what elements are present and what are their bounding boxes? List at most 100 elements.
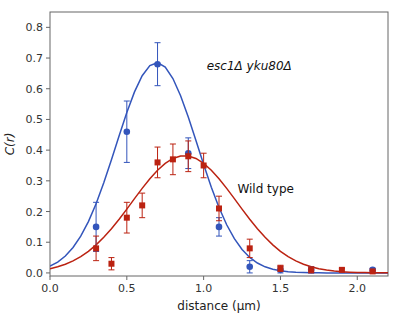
error-bar-cap bbox=[201, 177, 207, 178]
error-bar bbox=[139, 193, 145, 218]
annotation: esc1Δ yku80Δ bbox=[207, 59, 292, 73]
error-bar bbox=[308, 267, 314, 273]
y-tick bbox=[46, 150, 50, 151]
error-bar-cap bbox=[124, 162, 130, 163]
error-bar-cap bbox=[124, 101, 130, 102]
point bbox=[308, 267, 314, 273]
point bbox=[170, 156, 176, 162]
point bbox=[185, 153, 191, 159]
point bbox=[246, 263, 253, 270]
error-bar-cap bbox=[124, 233, 130, 234]
y-tick-label: 0.2 bbox=[26, 206, 44, 219]
fit-curve bbox=[50, 63, 388, 273]
error-bar bbox=[93, 236, 99, 261]
plot-frame bbox=[50, 12, 388, 276]
error-bar-cap bbox=[93, 202, 99, 203]
error-bar-cap bbox=[247, 239, 253, 240]
error-bar bbox=[247, 261, 253, 273]
error-bar-cap bbox=[124, 202, 130, 203]
error-bar-cap bbox=[247, 260, 253, 261]
point bbox=[201, 162, 207, 168]
annotation: Wild type bbox=[237, 182, 294, 196]
error-bar-cap bbox=[247, 257, 253, 258]
fit-curve bbox=[50, 156, 388, 273]
error-bar-cap bbox=[108, 269, 114, 270]
y-tick-label: 0.1 bbox=[26, 236, 44, 249]
y-tick bbox=[46, 180, 50, 181]
point bbox=[124, 215, 130, 221]
error-bar-cap bbox=[216, 220, 222, 221]
error-bar-cap bbox=[185, 140, 191, 141]
error-bar bbox=[185, 141, 191, 172]
y-tick bbox=[46, 58, 50, 59]
point bbox=[216, 224, 223, 231]
point bbox=[154, 61, 161, 68]
y-tick bbox=[46, 27, 50, 28]
error-bar-cap bbox=[185, 171, 191, 172]
error-bar bbox=[201, 153, 207, 178]
error-bar bbox=[216, 218, 222, 236]
error-bar bbox=[308, 267, 314, 273]
y-tick-label: 0.0 bbox=[26, 267, 44, 280]
x-tick-label: 0.5 bbox=[118, 282, 136, 295]
point bbox=[124, 128, 131, 135]
x-tick bbox=[50, 276, 51, 280]
y-axis-label: C(r) bbox=[3, 133, 17, 156]
x-axis-label: distance (μm) bbox=[177, 299, 260, 313]
y-tick bbox=[46, 88, 50, 89]
error-bar-cap bbox=[155, 42, 161, 43]
point bbox=[370, 268, 376, 274]
error-bar bbox=[108, 258, 114, 270]
y-tick bbox=[46, 119, 50, 120]
y-tick bbox=[46, 272, 50, 273]
error-bar bbox=[247, 239, 253, 257]
point bbox=[216, 205, 222, 211]
error-bar bbox=[155, 147, 161, 178]
error-bar-cap bbox=[170, 174, 176, 175]
point bbox=[308, 267, 315, 274]
error-bar bbox=[155, 43, 161, 86]
error-bar-cap bbox=[93, 260, 99, 261]
y-tick-label: 0.5 bbox=[26, 113, 44, 126]
error-bar-cap bbox=[108, 257, 114, 258]
point bbox=[155, 159, 161, 165]
x-tick-label: 1.0 bbox=[195, 282, 213, 295]
y-tick-label: 0.7 bbox=[26, 52, 44, 65]
error-bar-cap bbox=[155, 85, 161, 86]
x-tick bbox=[126, 276, 127, 280]
error-bar-cap bbox=[185, 137, 191, 138]
error-bar-cap bbox=[170, 144, 176, 145]
y-tick bbox=[46, 242, 50, 243]
error-bar-cap bbox=[155, 177, 161, 178]
y-tick-label: 0.8 bbox=[26, 21, 44, 34]
error-bar-cap bbox=[155, 147, 161, 148]
error-bar-cap bbox=[139, 217, 145, 218]
point bbox=[93, 224, 100, 231]
y-tick-label: 0.3 bbox=[26, 175, 44, 188]
error-bar-cap bbox=[247, 272, 253, 273]
point bbox=[93, 245, 99, 251]
y-tick bbox=[46, 211, 50, 212]
point bbox=[339, 267, 345, 273]
error-bar bbox=[216, 196, 222, 221]
y-tick-label: 0.4 bbox=[26, 144, 44, 157]
point bbox=[247, 245, 253, 251]
plot-area bbox=[50, 43, 388, 275]
error-bar bbox=[124, 101, 130, 162]
error-bar-cap bbox=[93, 236, 99, 237]
chart: 0.0 0.5 1.0 1.5 2.0 0.0 0.1 0.2 0.3 0.4 0.5 0.6 0.7 0… bbox=[0, 0, 400, 318]
error-bar-cap bbox=[139, 193, 145, 194]
x-tick-label: 0.0 bbox=[41, 282, 59, 295]
y-tick-label: 0.6 bbox=[26, 83, 44, 96]
point bbox=[108, 261, 114, 267]
error-bar bbox=[170, 144, 176, 175]
error-bar-cap bbox=[216, 236, 222, 237]
x-tick bbox=[357, 276, 358, 280]
x-tick-label: 1.5 bbox=[272, 282, 290, 295]
x-tick bbox=[203, 276, 204, 280]
x-tick bbox=[280, 276, 281, 280]
error-bar-cap bbox=[201, 153, 207, 154]
point bbox=[277, 265, 283, 271]
x-tick-label: 2.0 bbox=[349, 282, 367, 295]
error-bar bbox=[124, 202, 130, 233]
